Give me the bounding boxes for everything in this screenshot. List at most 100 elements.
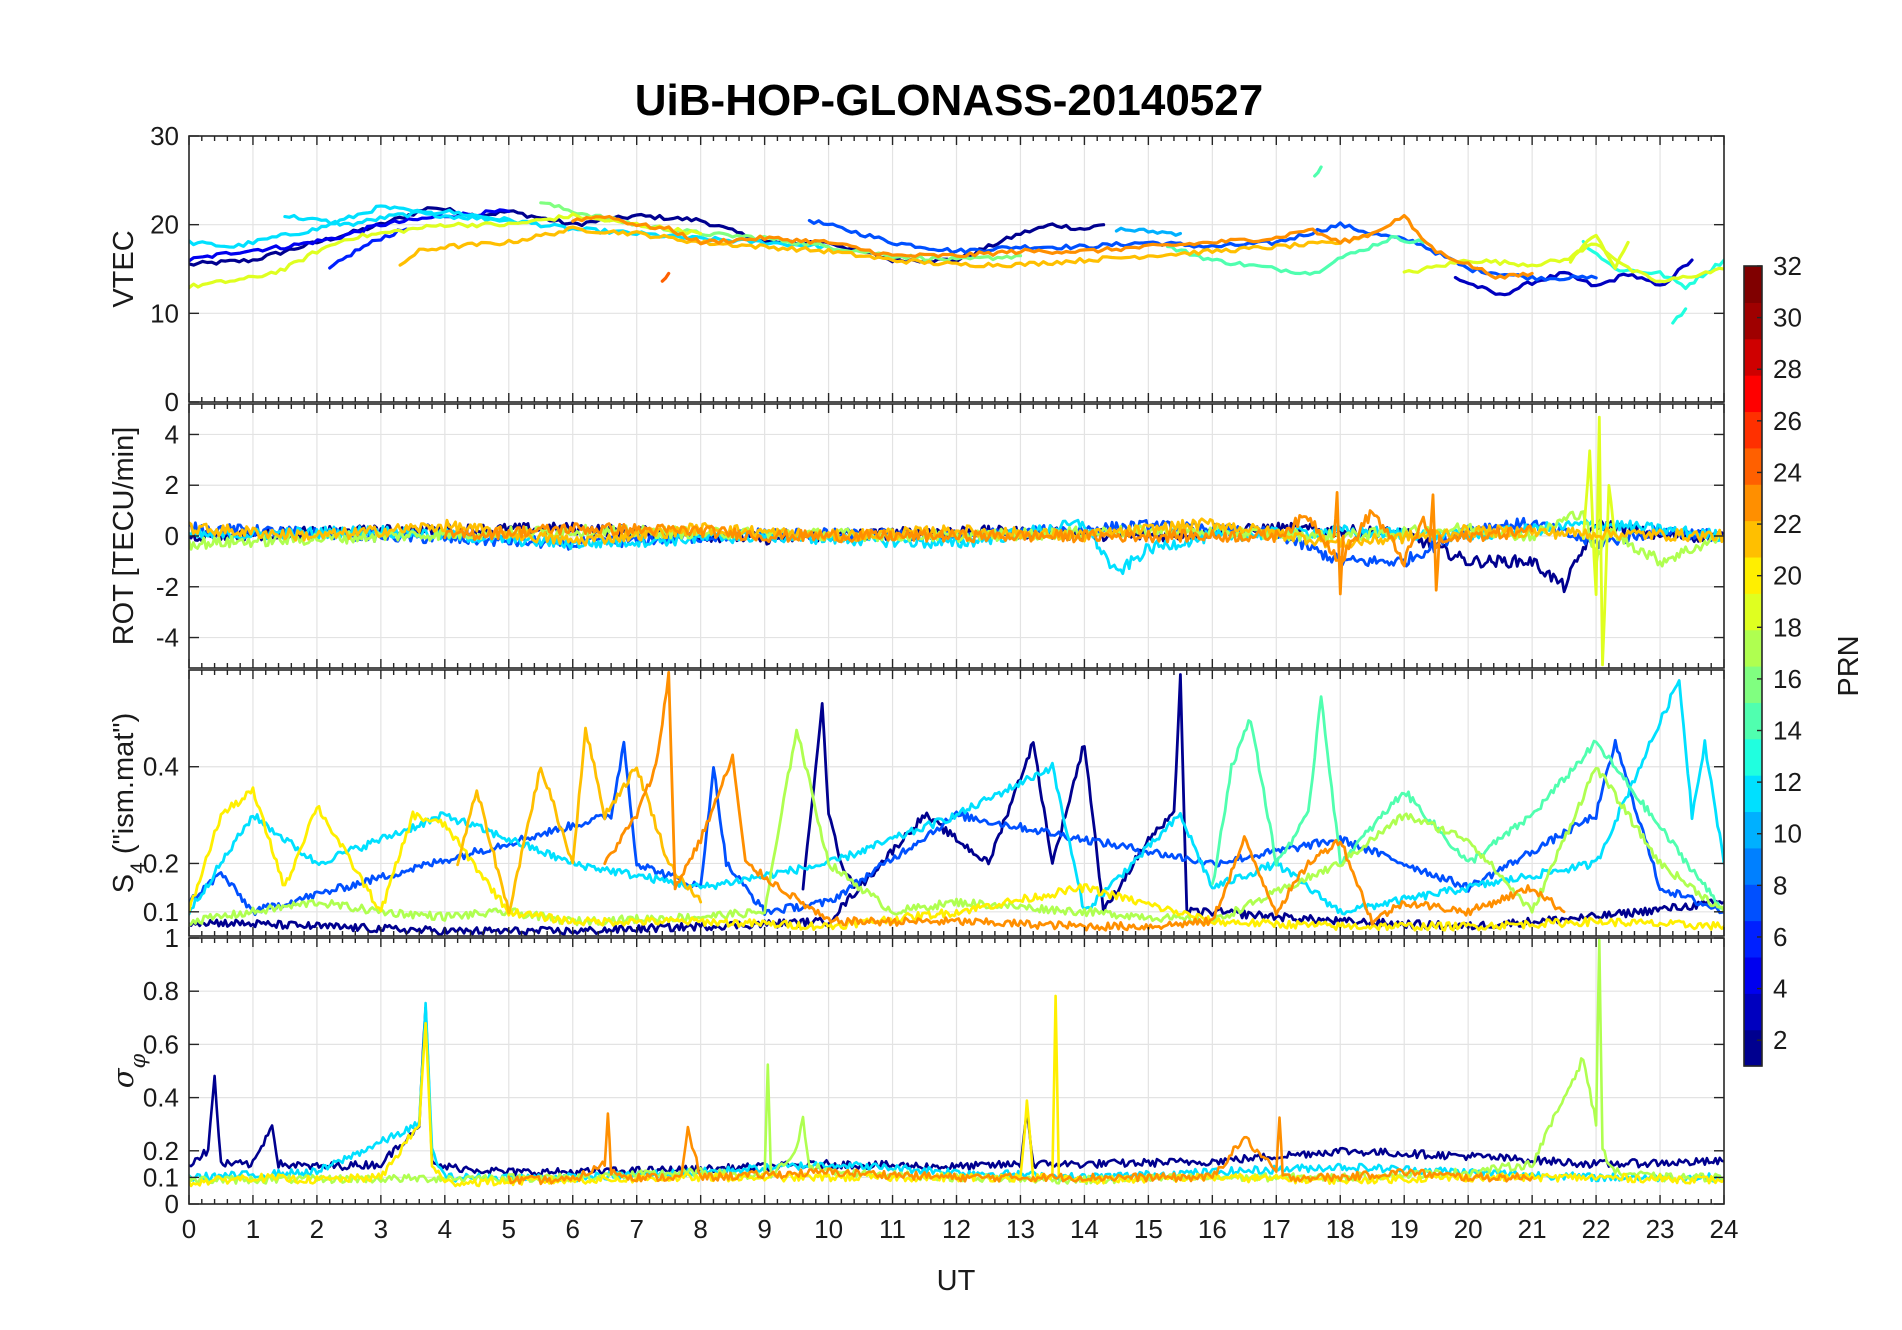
trace-prn-15: [1313, 165, 1323, 178]
trace-prn-8: [807, 218, 1598, 282]
x-tick-label: 12: [942, 1214, 971, 1244]
colorbar-frame: [1743, 265, 1763, 1067]
x-tick-label: 10: [814, 1214, 843, 1244]
colorbar-tick-label: 2: [1773, 1025, 1787, 1055]
trace-prn-23: [603, 670, 1566, 932]
colorbar-tick-label: 24: [1773, 457, 1802, 487]
trace-prn-19: [1568, 233, 1630, 270]
y-tick-label: 0.4: [143, 1083, 179, 1113]
colorbar-swatch: [1744, 593, 1762, 631]
trace-prn-24: [660, 271, 671, 283]
trace-prn-21: [398, 225, 1374, 269]
colorbar-tick-label: 4: [1773, 974, 1787, 1004]
colorbar-swatch: [1744, 993, 1762, 1031]
colorbar-tick-label: 22: [1773, 509, 1802, 539]
x-tick-label: 13: [1006, 1214, 1035, 1244]
colorbar-label: PRN: [1833, 635, 1865, 696]
colorbar-tick-label: 30: [1773, 303, 1802, 333]
trace-prn-14: [1166, 235, 1425, 276]
panel-1: 0 10 20 30 VTEC: [108, 121, 1725, 417]
x-tick-label: 16: [1198, 1214, 1227, 1244]
trace-prn-23: [571, 213, 1534, 280]
trace-prn-8: [189, 738, 1724, 917]
colorbar-swatch: [1744, 302, 1762, 340]
y-tick-label: 4: [165, 419, 179, 449]
x-tick-label: 3: [374, 1214, 388, 1244]
x-tick-label: 1: [246, 1214, 260, 1244]
y-tick-label: 0: [165, 1189, 179, 1219]
trace-prn-12: [189, 204, 511, 249]
colorbar-swatch: [1744, 847, 1762, 885]
x-tick-label: 18: [1326, 1214, 1355, 1244]
x-tick-label: 11: [879, 1214, 906, 1244]
y-tick-label: -4: [156, 623, 179, 653]
traces: [189, 415, 1724, 667]
x-tick-label: 8: [693, 1214, 707, 1244]
colorbar-swatch: [1744, 266, 1762, 303]
y-axis-label: S4 ("ism.mat"): [108, 713, 150, 894]
colorbar-swatch: [1744, 702, 1762, 740]
trace-prn-6: [328, 227, 409, 270]
y-tick-label: 10: [150, 298, 179, 328]
y-tick-label: 1: [165, 923, 179, 953]
y-tick-label: 0.1: [143, 1162, 179, 1192]
colorbar-tick-label: 10: [1773, 819, 1802, 849]
x-tick-label: 7: [629, 1214, 643, 1244]
colorbar-swatch: [1744, 338, 1762, 376]
x-tick-label: 22: [1582, 1214, 1611, 1244]
x-tick-label: 20: [1454, 1214, 1483, 1244]
y-tick-label: 0.1: [143, 897, 179, 927]
colorbar-swatch: [1744, 811, 1762, 849]
y-axis-label: VTEC: [108, 230, 140, 307]
colorbar-swatch: [1744, 375, 1762, 413]
y-tick-label: 20: [150, 210, 179, 240]
trace-prn-23: [1332, 491, 1345, 596]
trace-prn-19: [1581, 415, 1617, 667]
trace-prn-2: [189, 1006, 1724, 1178]
trace-prn-23: [443, 509, 1534, 568]
trace-prn-18: [189, 212, 703, 290]
y-axis-label: ROT [TECU/min]: [108, 427, 140, 646]
chart-title: UiB-HOP-GLONASS-20140527: [635, 76, 1263, 125]
traces: [189, 938, 1724, 1188]
colorbar-swatch: [1744, 738, 1762, 776]
x-tick-label: 4: [438, 1214, 452, 1244]
trace-prn-17: [189, 728, 1724, 927]
x-tick-label: 2: [310, 1214, 324, 1244]
panel-3: 0.1 0.2 0.4S4 ("ism.mat"): [108, 669, 1725, 937]
y-tick-label: 30: [150, 121, 179, 151]
colorbar-swatch: [1744, 956, 1762, 994]
y-tick-label: 0.2: [143, 848, 179, 878]
x-tick-label: 15: [1134, 1214, 1163, 1244]
y-axis-label: σφ: [106, 1053, 150, 1088]
x-tick-label: 23: [1646, 1214, 1675, 1244]
x-tick-label: 9: [757, 1214, 771, 1244]
trace-prn-13: [1581, 239, 1724, 291]
panel-4: 00.10.2 0.4 0.6 0.8 1 σφ: [106, 923, 1725, 1219]
trace-prn-22: [456, 726, 703, 915]
y-tick-label: 0.6: [143, 1029, 179, 1059]
colorbar-swatch: [1744, 1029, 1762, 1067]
trace-prn-17: [189, 938, 1724, 1186]
colorbar-tick-label: 28: [1773, 354, 1802, 384]
x-axis-label: UT: [937, 1265, 976, 1297]
trace-prn-20: [189, 786, 1724, 932]
colorbar-swatch: [1744, 775, 1762, 813]
x-tick-label: 19: [1390, 1214, 1419, 1244]
colorbar-swatch: [1744, 520, 1762, 558]
colorbar-swatch: [1744, 629, 1762, 667]
colorbar-swatch: [1744, 556, 1762, 594]
colorbar-tick-label: 12: [1773, 767, 1802, 797]
x-tick-label: 14: [1070, 1214, 1099, 1244]
trace-prn-10: [1114, 226, 1182, 237]
y-tick-label: 0: [165, 521, 179, 551]
trace-prn-21: [189, 517, 1724, 549]
colorbar-tick-label: 6: [1773, 922, 1787, 952]
colorbar-swatch: [1744, 666, 1762, 703]
y-tick-label: 0.2: [143, 1136, 179, 1166]
y-tick-label: 0.4: [143, 752, 179, 782]
panel-2: -4 -2 0 2 4 ROT [TECU/min]: [108, 403, 1725, 669]
colorbar-swatch: [1744, 411, 1762, 449]
